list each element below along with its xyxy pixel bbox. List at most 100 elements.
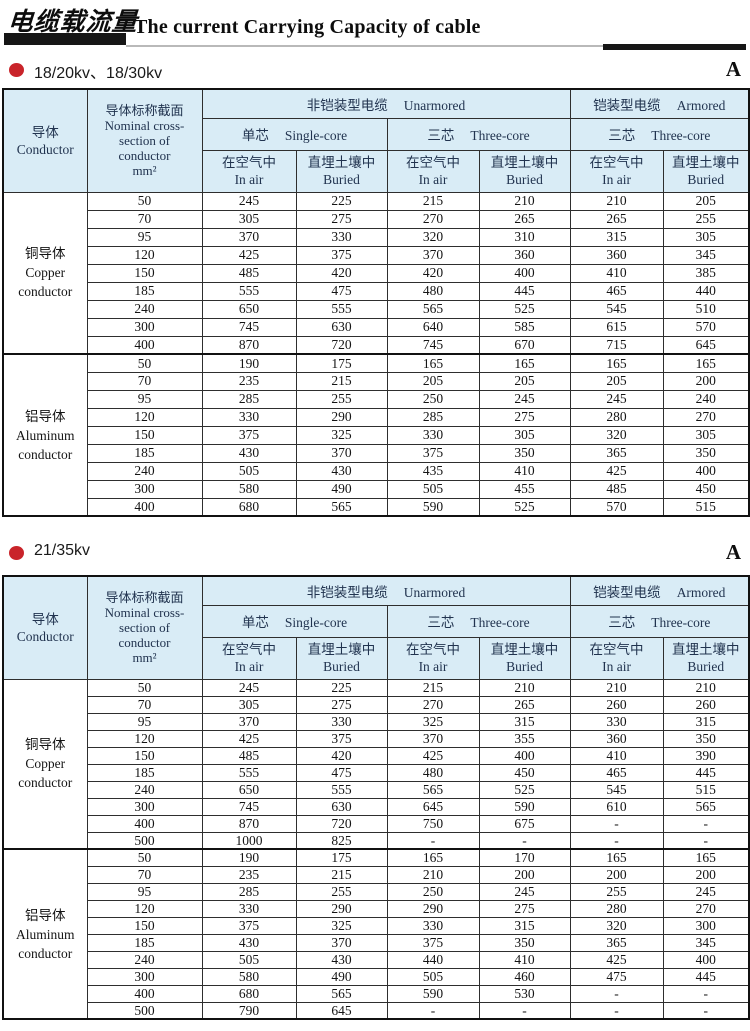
- capacity-value: 715: [569, 335, 664, 355]
- capacity-value: 870: [201, 814, 297, 833]
- capacity-value: -: [662, 1001, 750, 1020]
- capacity-value: 320: [569, 916, 664, 935]
- capacity-value: 570: [569, 497, 664, 517]
- capacity-value: 430: [295, 950, 388, 969]
- table-row: 70 305 275 270 265 265 255: [3, 209, 750, 229]
- capacity-value: 345: [662, 245, 750, 265]
- capacity-value: 165: [386, 848, 480, 867]
- capacity-value: 430: [201, 933, 297, 952]
- cross-section-value: 50: [86, 353, 203, 373]
- capacity-value: 375: [295, 245, 388, 265]
- capacity-value: 640: [386, 317, 480, 337]
- armored-group-header: 铠装型电缆 Armored: [569, 575, 750, 606]
- conductor-label-zh: 导体: [31, 611, 59, 627]
- cross-section-value: 150: [86, 746, 203, 765]
- buried-header: 直埋土壤中 Buried: [295, 636, 388, 680]
- capacity-value: 355: [478, 729, 571, 748]
- capacity-value: 400: [662, 461, 750, 481]
- capacity-value: 190: [201, 353, 297, 373]
- section-header-18-20kv: 18/20kv、18/30kv A: [0, 57, 750, 84]
- capacity-value: 210: [662, 678, 750, 697]
- capacity-value: 305: [201, 695, 297, 714]
- table-row: 185 430 370 375 350 365 350: [3, 443, 750, 463]
- capacity-value: 205: [662, 191, 750, 211]
- capacity-value: 420: [295, 746, 388, 765]
- capacity-value: -: [569, 1001, 664, 1020]
- table-row: 185 555 475 480 445 465 440: [3, 281, 750, 301]
- capacity-value: 375: [386, 443, 480, 463]
- capacity-value: -: [569, 831, 664, 850]
- table-row: 95 370 330 320 310 315 305: [3, 227, 750, 247]
- capacity-value: 200: [569, 865, 664, 884]
- table-row: 120 425 375 370 360 360 345: [3, 245, 750, 265]
- table-row: 400 680 565 590 525 570 515: [3, 497, 750, 517]
- capacity-value: 290: [295, 899, 388, 918]
- capacity-value: 225: [295, 678, 388, 697]
- cross-section-value: 50: [86, 191, 203, 211]
- capacity-value: 370: [386, 245, 480, 265]
- capacity-value: 525: [478, 299, 571, 319]
- capacity-value: 445: [478, 281, 571, 301]
- capacity-value: 205: [478, 371, 571, 391]
- capacity-value: 285: [201, 389, 297, 409]
- capacity-value: 430: [295, 461, 388, 481]
- capacity-value: 255: [295, 389, 388, 409]
- capacity-value: 645: [295, 1001, 388, 1020]
- capacity-value: 670: [478, 335, 571, 355]
- capacity-value: 610: [569, 797, 664, 816]
- capacity-value: 400: [662, 950, 750, 969]
- capacity-value: 750: [386, 814, 480, 833]
- capacity-value: 305: [478, 425, 571, 445]
- capacity-value: 440: [386, 950, 480, 969]
- table-row: 70 235 215 205 205 205 200: [3, 371, 750, 391]
- capacity-value: 330: [201, 899, 297, 918]
- capacity-value: 485: [201, 746, 297, 765]
- cross-section-value: 300: [86, 317, 203, 337]
- capacity-value: 245: [201, 678, 297, 697]
- capacity-value: -: [662, 831, 750, 850]
- capacity-value: 525: [478, 497, 571, 517]
- capacity-value: 275: [295, 695, 388, 714]
- buried-header: 直埋土壤中 Buried: [295, 149, 388, 193]
- cross-section-value: 185: [86, 763, 203, 782]
- capacity-value: 375: [295, 729, 388, 748]
- capacity-value: 245: [478, 389, 571, 409]
- capacity-value: 390: [662, 746, 750, 765]
- capacity-value: 245: [569, 389, 664, 409]
- capacity-value: 435: [386, 461, 480, 481]
- cross-section-value: 185: [86, 281, 203, 301]
- capacity-value: 200: [478, 865, 571, 884]
- cross-section-value: 95: [86, 227, 203, 247]
- capacity-value: 310: [478, 227, 571, 247]
- page-corner-letter: A: [725, 540, 741, 564]
- capacity-value: 215: [295, 371, 388, 391]
- capacity-value: 525: [478, 780, 571, 799]
- capacity-value: 320: [569, 425, 664, 445]
- table-row: 185 555 475 480 450 465 445: [3, 763, 750, 782]
- capacity-value: 215: [386, 191, 480, 211]
- capacity-value: 285: [386, 407, 480, 427]
- capacity-value: 215: [386, 678, 480, 697]
- page-title-english: The current Carrying Capacity of cable: [134, 16, 481, 38]
- capacity-value: 465: [569, 281, 664, 301]
- table-row: 铝导体 Aluminum conductor 50 190 175 165 170 165 16…: [2, 848, 750, 1020]
- header-rule-black: [603, 44, 746, 50]
- capacity-value: 165: [662, 353, 750, 373]
- capacity-value: 165: [569, 848, 664, 867]
- capacity-value: 590: [386, 984, 480, 1003]
- cross-section-value: 185: [86, 443, 203, 463]
- capacity-value: 305: [201, 209, 297, 229]
- conductor-label-en: Conductor: [16, 628, 74, 644]
- page-corner-letter: A: [725, 57, 741, 81]
- three-core-header: 三芯 Three-core: [569, 604, 750, 638]
- capacity-value: 530: [478, 984, 571, 1003]
- capacity-value: 350: [478, 933, 571, 952]
- capacity-value: -: [386, 831, 480, 850]
- capacity-value: 315: [569, 227, 664, 247]
- cross-section-value: 500: [86, 1001, 203, 1020]
- capacity-value: 720: [295, 335, 388, 355]
- capacity-value: 265: [478, 209, 571, 229]
- table-row: 240 505 430 435 410 425 400: [3, 461, 750, 481]
- capacity-value: 720: [295, 814, 388, 833]
